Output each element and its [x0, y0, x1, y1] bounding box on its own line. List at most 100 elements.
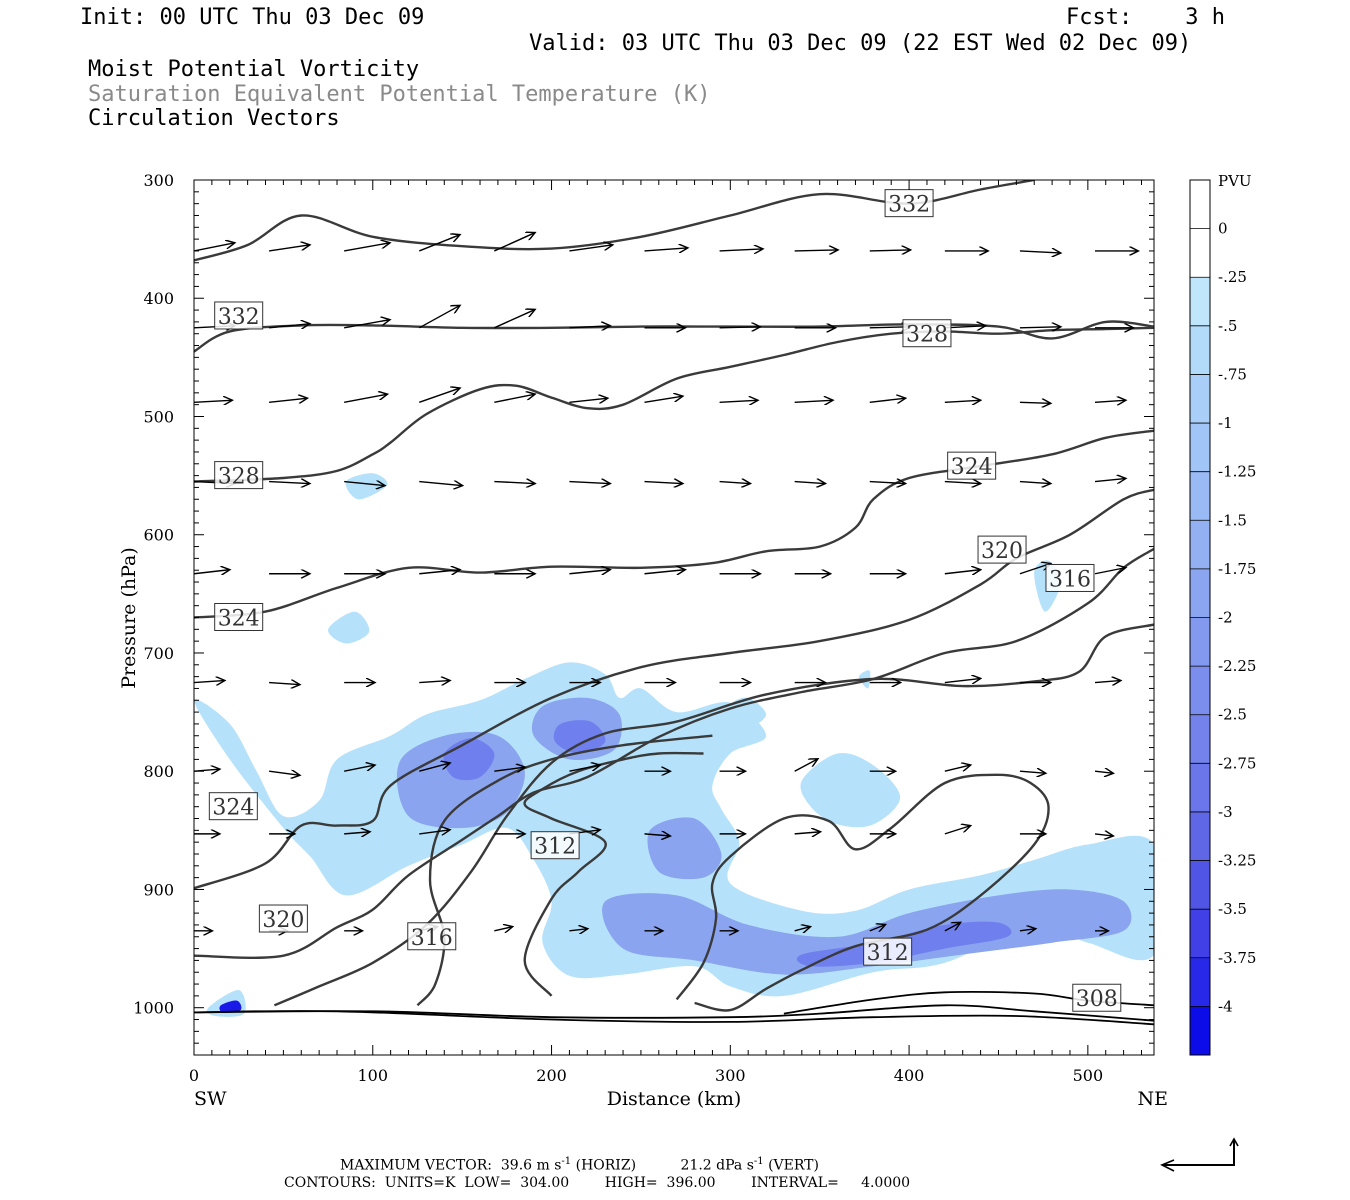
circulation-vector	[794, 482, 825, 484]
contour-line-316	[194, 547, 1154, 959]
circulation-vector	[1019, 402, 1050, 403]
circulation-vector	[419, 763, 449, 772]
colorbar-swatch	[1190, 714, 1210, 764]
y-tick-label: 700	[143, 644, 174, 663]
circulation-vector	[268, 771, 299, 775]
contour-label-text: 332	[218, 305, 260, 330]
circulation-vector	[419, 482, 462, 486]
contour-label-text: 316	[411, 926, 453, 951]
colorbar-label: -3.75	[1218, 949, 1256, 967]
circulation-vector	[1019, 929, 1035, 931]
circulation-vector	[944, 923, 960, 932]
circulation-vector	[1019, 327, 1060, 328]
contour-label: 312	[530, 831, 580, 860]
circulation-vector	[194, 400, 232, 402]
field-title-vectors: Circulation Vectors	[88, 106, 340, 131]
contour-label-text: 320	[262, 908, 304, 933]
init-time: Init: 00 UTC Thu 03 Dec 09	[80, 5, 425, 30]
colorbar-swatch	[1190, 471, 1210, 521]
colorbar-swatch	[1190, 180, 1210, 229]
circulation-vector	[419, 388, 459, 403]
contour-label-box	[407, 922, 457, 951]
circulation-vector	[269, 482, 309, 484]
circulation-vector	[794, 832, 820, 834]
contour-label: 316	[1045, 563, 1095, 592]
contour-line-312	[675, 773, 1050, 1012]
colorbar-label: -3	[1218, 803, 1233, 821]
y-tick-label: 400	[143, 289, 174, 308]
contour-line-308	[194, 1004, 1154, 1022]
y-tick-label: 500	[143, 407, 174, 426]
colorbar-label: -1.5	[1218, 511, 1247, 529]
circulation-vector	[194, 681, 224, 683]
circulation-vector	[344, 482, 384, 486]
y-tick-label: 600	[143, 526, 174, 545]
circulation-vector	[644, 248, 688, 251]
contour-label-text: 328	[218, 465, 260, 490]
axes-layer: 0 100 200 300 400 500 300 400 500 600 700 800 900 100…	[133, 171, 1154, 1085]
colorbar-swatch	[1190, 520, 1210, 569]
pv-region	[327, 611, 370, 644]
contour-label-layer: 332 332 328 328 324 324 324 320 320 316 316 312 312 3…	[208, 189, 1122, 1012]
colorbar-label: -1	[1218, 414, 1233, 432]
contour-label: 312	[863, 937, 913, 966]
colorbar-swatch	[1190, 374, 1210, 424]
colorbar-swatch	[1190, 568, 1210, 618]
colorbar-label: -1.25	[1218, 463, 1256, 481]
circulation-vector	[1094, 834, 1113, 836]
contour-label-box	[947, 451, 997, 480]
circulation-vector	[944, 570, 980, 574]
circulation-vector	[494, 394, 534, 403]
colorbar-swatch	[1190, 957, 1210, 1007]
circulation-vector	[944, 826, 970, 835]
colorbar-frame	[1189, 179, 1211, 1056]
contour-line-328	[194, 326, 1154, 483]
contour-label-text: 328	[906, 323, 948, 348]
colorbar-label: -.75	[1218, 365, 1247, 383]
contour-label: 316	[407, 922, 457, 951]
circulation-vector	[494, 927, 512, 931]
circulation-vector	[269, 683, 299, 685]
contour-label-box	[902, 319, 952, 348]
contour-label: 332	[884, 189, 934, 218]
circulation-vector	[869, 482, 905, 484]
x-tick-label: 200	[536, 1066, 567, 1085]
contour-line-312	[523, 751, 704, 997]
contour-label-box	[1045, 563, 1095, 592]
circulation-vector	[569, 245, 612, 252]
max-vector-line: MAXIMUM VECTOR: 39.6 m s-1 (HORIZ) 21.2 …	[340, 1156, 819, 1174]
contour-label: 328	[214, 461, 264, 490]
pv-region	[219, 1000, 242, 1013]
max-vector-prefix: MAXIMUM VECTOR: 39.6 m s	[340, 1157, 562, 1174]
x-axis-right-end: NE	[1138, 1088, 1169, 1110]
contour-label-box	[214, 301, 264, 330]
circulation-vector	[869, 398, 905, 402]
x-tick-label: 400	[894, 1066, 925, 1085]
field-title-pv: Moist Potential Vorticity	[88, 57, 420, 82]
y-tick-label: 900	[143, 880, 174, 899]
contour-label-box	[863, 937, 913, 966]
circulation-vector	[1094, 400, 1125, 402]
circulation-vector	[569, 570, 609, 574]
contour-info-line: CONTOURS: UNITS=K LOW= 304.00 HIGH= 396.…	[284, 1175, 911, 1191]
circulation-vector	[794, 250, 838, 251]
circulation-vector	[719, 249, 763, 251]
contour-label: 332	[214, 301, 264, 330]
circulation-vector	[1094, 479, 1125, 482]
pv-colorbar: 0 -.25 -.5 -.75 -1 -1.25 -1.5 -1.75 -2 -2.25 -2.5 -…	[1189, 179, 1256, 1056]
circulation-vector	[1094, 681, 1120, 683]
colorbar-title: PVU	[1218, 172, 1252, 190]
colorbar-label: -2.25	[1218, 657, 1256, 675]
circulation-vector	[644, 570, 685, 574]
circulation-vector	[644, 396, 683, 403]
y-axis-title: Pressure (hPa)	[118, 547, 140, 689]
contour-label-text: 332	[888, 193, 930, 218]
forecast-hour: Fcst: 3 h	[1066, 5, 1225, 30]
circulation-vector	[794, 400, 833, 402]
colorbar-swatch	[1190, 666, 1210, 715]
circulation-vector	[1094, 771, 1113, 773]
circulation-vector	[419, 830, 449, 834]
x-tick-label: 0	[189, 1066, 199, 1085]
circulation-vector	[569, 765, 599, 772]
circulation-vector	[794, 927, 810, 931]
